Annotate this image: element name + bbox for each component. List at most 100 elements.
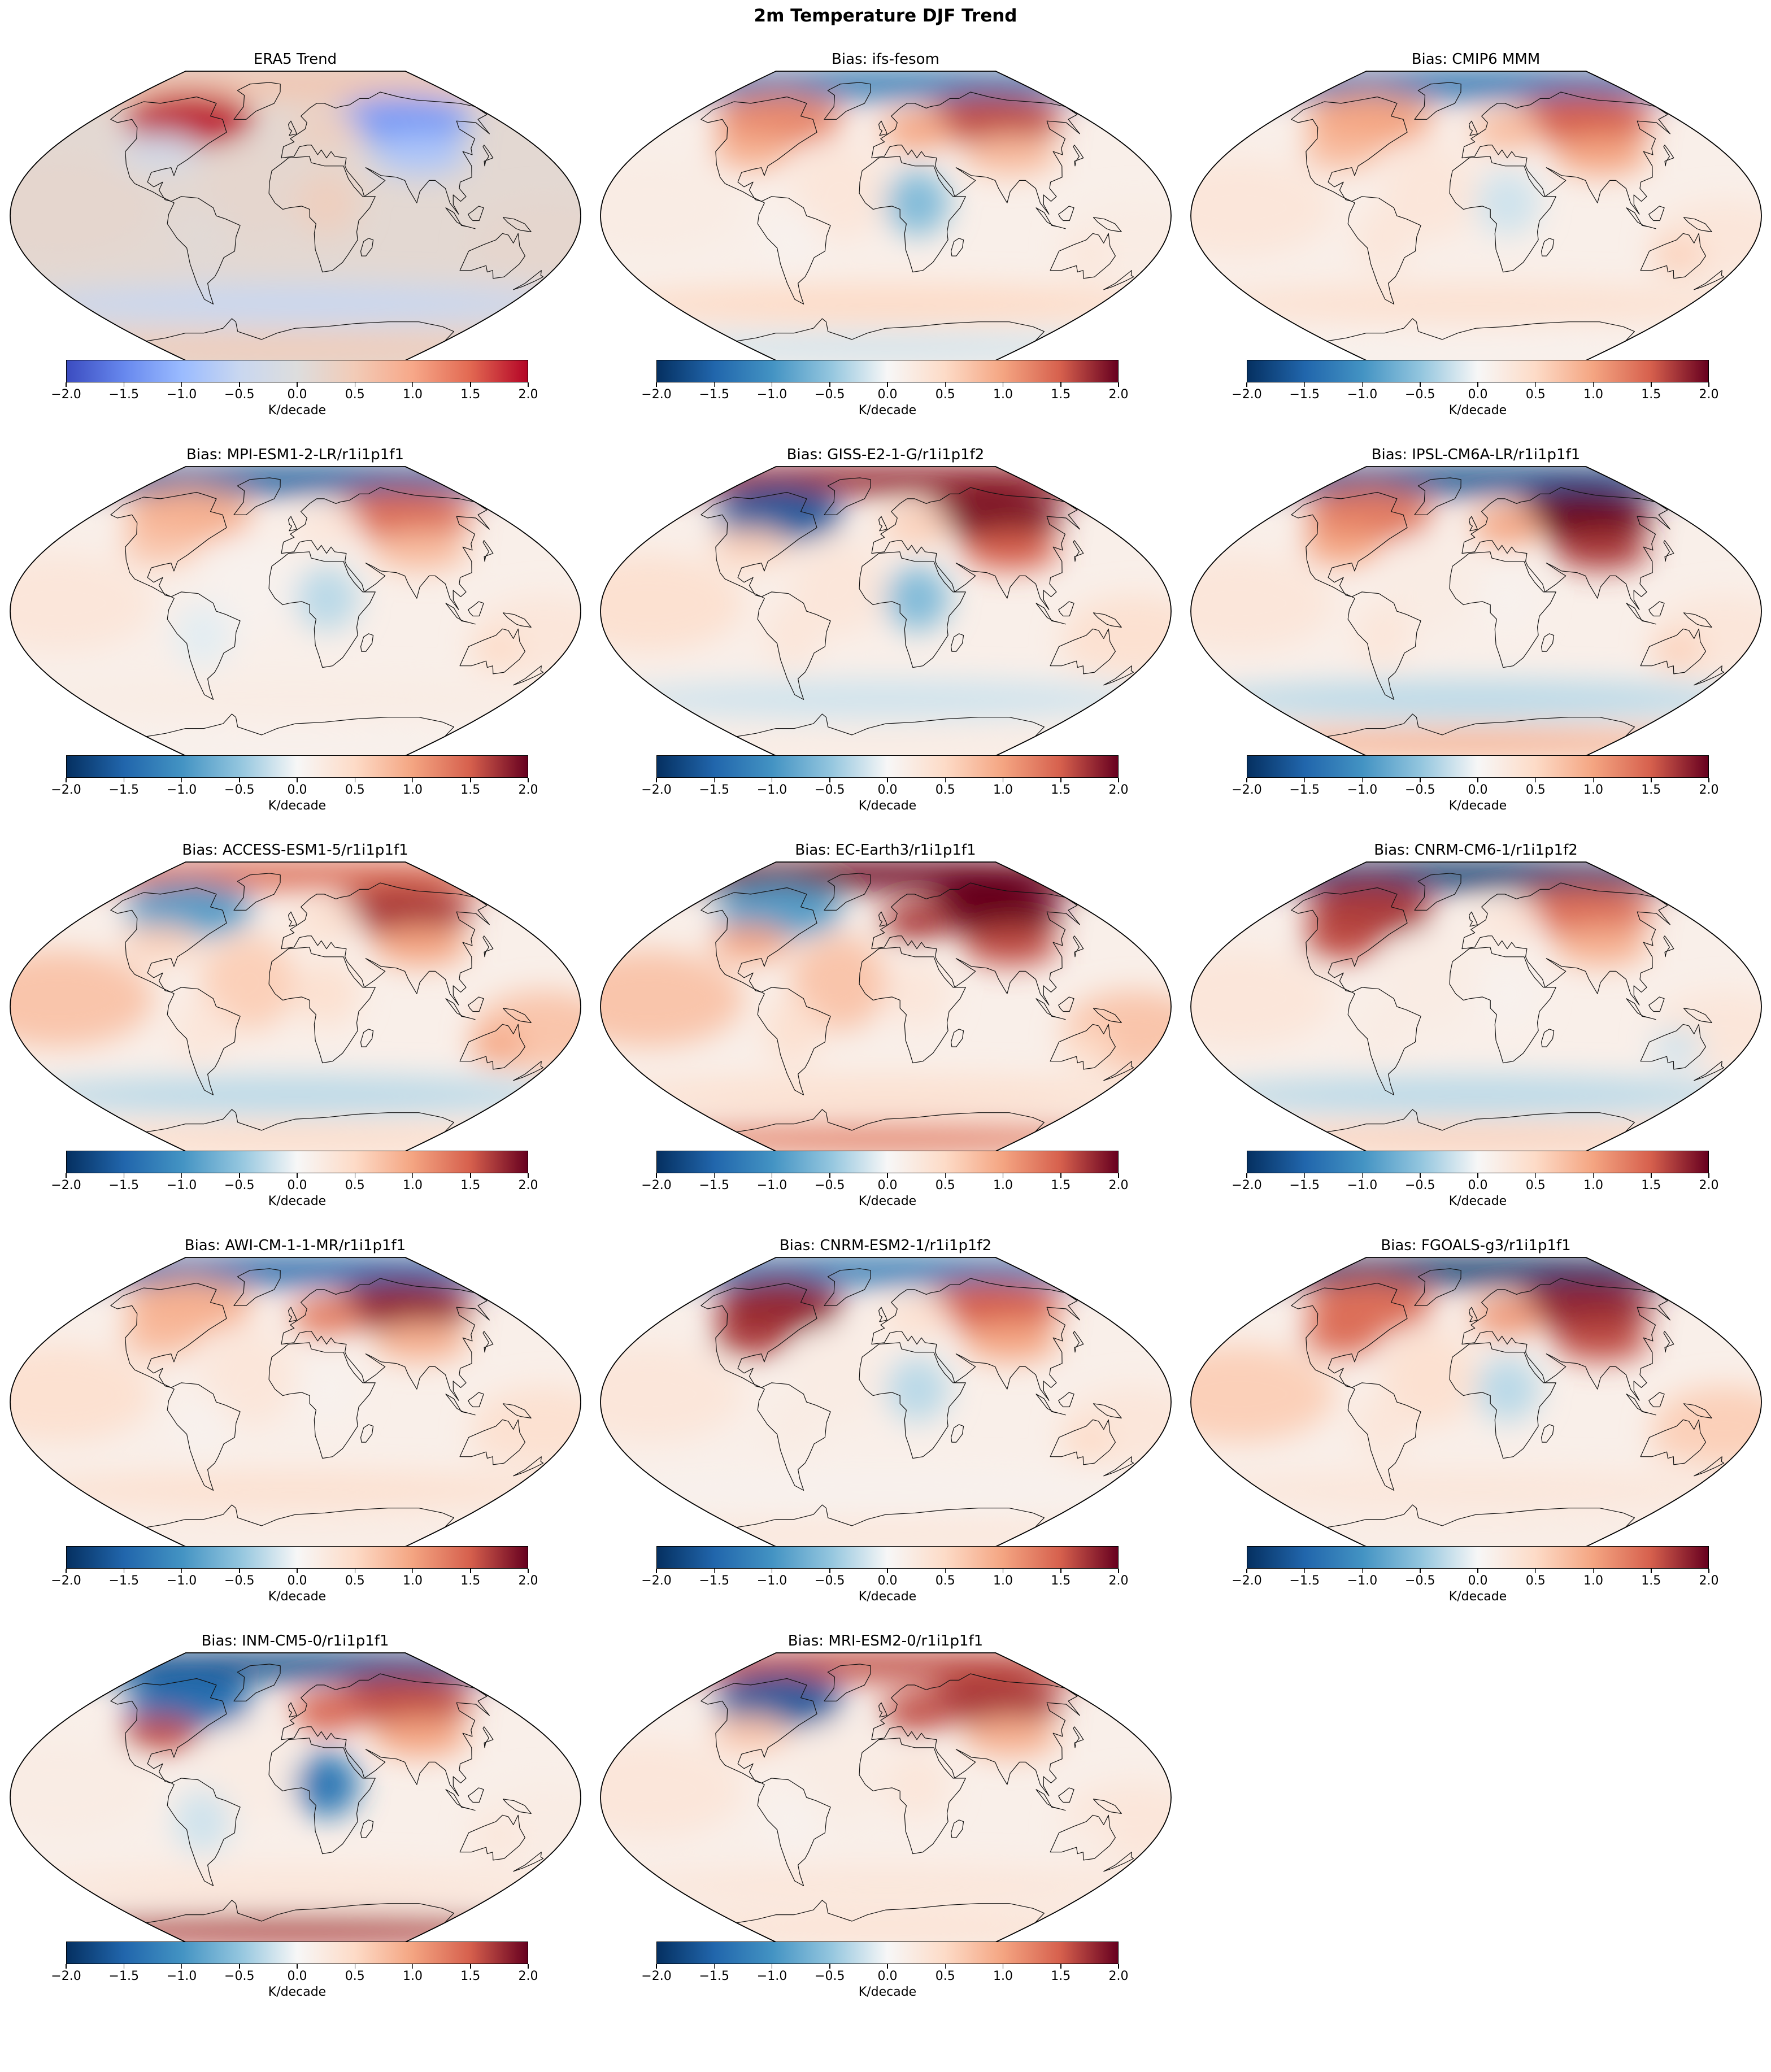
colorbar [1247, 1546, 1709, 1569]
colorbar-tick-mark [181, 382, 182, 387]
coastline-samerica [1347, 591, 1421, 700]
coastline-nz [1103, 270, 1134, 290]
coastline-antarctica [1326, 1109, 1635, 1151]
colorbar-label: K/decade [1448, 403, 1507, 417]
colorbar-tick-label: −1.0 [756, 388, 787, 402]
coastline-antarctica [146, 318, 454, 360]
anomaly-europe [881, 902, 951, 941]
colorbar-tick-label: 0.0 [877, 1178, 898, 1192]
colorbar-tick-mark [829, 1569, 830, 1573]
coastline-eurasia [281, 1673, 490, 1796]
coastline-eurasia [871, 1278, 1080, 1401]
colorbar-tick-mark [528, 1964, 529, 1969]
colorbar-tick-mark [412, 1964, 414, 1969]
coastline-samerica [1347, 987, 1421, 1095]
colorbar-tick-label: −1.5 [108, 1574, 139, 1588]
colorbar-tick-label: 0.0 [877, 388, 898, 402]
colorbar-tick-label: 0.5 [345, 388, 365, 402]
map-plot [10, 71, 581, 361]
colorbar-tick-mark [528, 1569, 529, 1573]
coastline-madagascar [951, 238, 964, 256]
coastline-namerica [1291, 491, 1408, 597]
colorbar-tick-mark [1361, 1569, 1363, 1573]
anomaly-canada [716, 487, 843, 542]
colorbar-tick-mark [1304, 382, 1305, 387]
coastline-africa [859, 1342, 966, 1459]
colorbar-tick-label: 0.5 [1525, 1178, 1546, 1192]
colorbar-tick-mark [771, 1964, 773, 1969]
colorbar-tick-mark [470, 1173, 471, 1178]
colorbar-label: K/decade [1448, 1194, 1507, 1208]
anomaly-atlantic [201, 1725, 297, 1822]
colorbar-tick-label: 2.0 [1699, 1574, 1719, 1588]
anomaly-europe [1472, 507, 1542, 546]
colorbar-tick-label: 0.5 [345, 1178, 365, 1192]
anomaly-siberia [1511, 886, 1654, 934]
coastline-nz [513, 270, 544, 290]
anomaly-siberia [1511, 490, 1654, 539]
colorbar-tick-mark [1477, 382, 1478, 387]
anomaly-siberia [1511, 95, 1654, 143]
coastline-namerica [1291, 96, 1408, 202]
colorbar-tick-mark [887, 778, 888, 782]
anomaly-samerica [173, 1789, 231, 1854]
coastline-borneo [468, 1787, 484, 1803]
coastline-samerica [757, 1778, 831, 1886]
colorbar-tick-mark [656, 382, 657, 387]
colorbar-tick-mark [66, 1569, 67, 1573]
coastline-madagascar [951, 1029, 964, 1047]
colorbar-tick-mark [1535, 778, 1536, 782]
anomaly-arctic [1191, 1257, 1761, 1285]
colorbar-tick-label: 0.0 [287, 1178, 307, 1192]
colorbar-tick-label: −1.0 [1347, 783, 1378, 797]
colorbar-tick-mark [239, 1569, 240, 1573]
colorbar-tick-label: 1.5 [1051, 1178, 1071, 1192]
anomaly-siberia [330, 490, 473, 539]
anomaly-atlantic [201, 539, 297, 635]
coastline-australia [1640, 1024, 1706, 1070]
colorbar-tick-label: 1.0 [403, 388, 423, 402]
anomaly-southern [601, 680, 1171, 719]
anomaly-asia [1554, 926, 1649, 965]
coastline-indonesia [1626, 603, 1656, 625]
anomaly-siberia [921, 1677, 1064, 1725]
coastline-antarctica [146, 1900, 454, 1942]
coastline-japan [482, 1331, 494, 1353]
anomaly-canada [716, 882, 843, 938]
coastline-samerica [1347, 1382, 1421, 1491]
coastline-antarctica [146, 1504, 454, 1547]
anomaly-canada [125, 882, 253, 938]
anomaly-southern [601, 285, 1171, 324]
colorbar-tick-mark [123, 778, 124, 782]
coastline-indonesia [1626, 207, 1656, 229]
colorbar-tick-mark [656, 1964, 657, 1969]
colorbar-tick-mark [829, 1173, 830, 1178]
anomaly-atlantic [1382, 143, 1477, 240]
colorbar-tick-mark [528, 778, 529, 782]
colorbar-tick-label: −2.0 [1232, 1178, 1262, 1192]
colorbar-tick-mark [656, 1173, 657, 1178]
anomaly-siberia [330, 1677, 473, 1725]
coastline-eurasia [281, 1278, 490, 1401]
anomaly-southern [601, 1471, 1171, 1510]
coastline-greenland [1414, 873, 1461, 911]
anomaly-canada [716, 1673, 843, 1729]
coastline-eurasia [281, 92, 490, 215]
coastline-borneo [1058, 996, 1074, 1012]
colorbar-tick-mark [829, 382, 830, 387]
coastline-japan [1663, 1331, 1674, 1353]
colorbar-tick-mark [1246, 778, 1247, 782]
anomaly-arctic [601, 467, 1171, 494]
anomaly-siberia [330, 1281, 473, 1330]
anomaly-asia [963, 1717, 1059, 1756]
map-panel: Bias: ACCESS-ESM1-5/r1i1p1f1 −2.0 −1.5 −1.0… [0, 839, 590, 1235]
coastline-australia [1050, 1024, 1116, 1070]
coastline-uk [878, 516, 887, 532]
anomaly-europe [1472, 1298, 1542, 1337]
coastline-greenland [233, 82, 281, 120]
map-panel: Bias: EC-Earth3/r1i1p1f1 −2.0 −1.5 −1.0 −0.5… [590, 839, 1181, 1235]
coastline-japan [1663, 540, 1674, 562]
coastline-uk [878, 1702, 887, 1718]
colorbar-tick-label: 2.0 [1108, 1574, 1129, 1588]
anomaly-europe [1472, 111, 1542, 150]
